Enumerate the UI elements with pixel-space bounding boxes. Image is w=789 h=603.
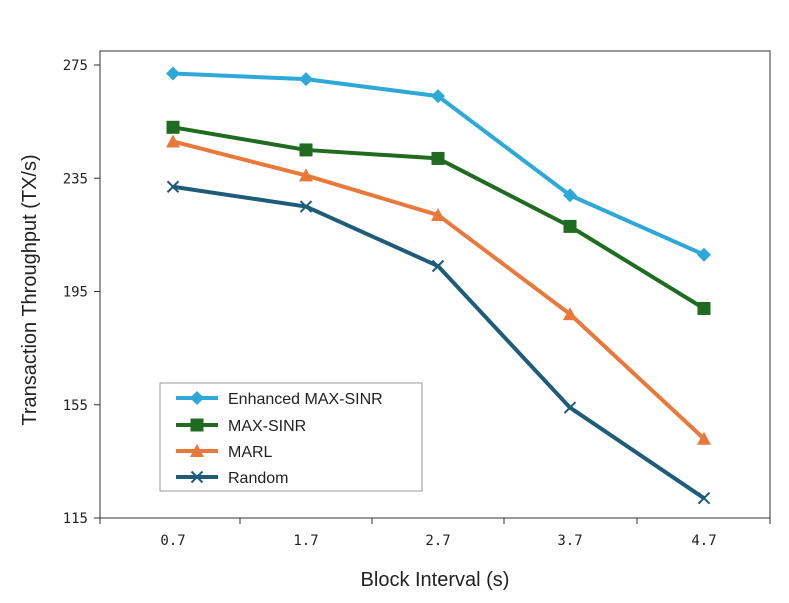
data-point-random <box>299 200 313 213</box>
y-tick-label: 115 <box>63 511 88 527</box>
data-point-random <box>563 401 577 414</box>
data-point-enhanced-max-sinr <box>166 66 180 81</box>
data-point-marl <box>299 168 313 182</box>
series-enhanced-max-sinr <box>166 66 711 262</box>
legend-label: Random <box>228 470 288 487</box>
data-point-enhanced-max-sinr <box>563 188 577 203</box>
y-axis-label: Transaction Throughput (TX/s) <box>19 154 41 425</box>
legend-frame <box>159 382 423 492</box>
data-point-enhanced-max-sinr <box>299 72 313 87</box>
legend-item-max-sinr: MAX-SINR <box>176 418 306 435</box>
legend-label: MAX-SINR <box>228 418 306 435</box>
data-point-marl <box>563 307 577 321</box>
data-point-max-sinr <box>431 151 445 165</box>
series-max-sinr <box>166 120 711 315</box>
legend-item-marl: MARL <box>176 444 273 461</box>
y-axis: 115 155 195 235 275 <box>63 58 100 527</box>
x-tick-label: 4.7 <box>691 533 716 549</box>
legend-label: Enhanced MAX-SINR <box>228 391 383 408</box>
data-point-marl <box>697 431 711 445</box>
x-axis: 0.7 1.7 2.7 3.7 4.7 <box>99 518 771 549</box>
x-axis-label: Block Interval (s) <box>361 569 510 591</box>
series-random <box>166 180 711 505</box>
x-tick-label: 1.7 <box>293 533 318 549</box>
series-layer <box>166 66 711 505</box>
legend-marker-random <box>190 470 204 484</box>
legend-marker-marl <box>190 444 204 457</box>
data-point-max-sinr <box>299 143 313 157</box>
legend-label: MARL <box>228 444 273 461</box>
legend-marker-max-sinr <box>190 418 204 432</box>
x-tick-label: 2.7 <box>425 533 450 549</box>
data-point-random <box>166 180 180 193</box>
y-tick-label: 155 <box>63 398 88 414</box>
legend-marker-enhanced-max-sinr <box>190 391 204 405</box>
legend: Enhanced MAX-SINR MAX-SINR MARL Random <box>159 382 423 492</box>
x-tick-label: 3.7 <box>557 533 582 549</box>
data-point-random <box>431 259 445 273</box>
legend-item-enhanced-max-sinr: Enhanced MAX-SINR <box>176 391 383 408</box>
data-point-enhanced-max-sinr <box>697 247 711 262</box>
series-marl <box>166 134 711 445</box>
data-point-marl <box>166 134 180 148</box>
data-point-enhanced-max-sinr <box>431 89 445 104</box>
data-point-max-sinr <box>166 120 180 134</box>
data-point-random <box>697 491 711 505</box>
legend-item-random: Random <box>176 470 288 487</box>
y-tick-label: 235 <box>63 171 88 187</box>
x-tick-label: 0.7 <box>160 533 185 549</box>
data-point-max-sinr <box>563 219 577 233</box>
plot-area-frame <box>99 50 771 519</box>
y-tick-label: 275 <box>63 58 88 74</box>
y-tick-label: 195 <box>63 285 88 301</box>
data-point-max-sinr <box>697 301 711 315</box>
data-point-marl <box>431 208 445 222</box>
